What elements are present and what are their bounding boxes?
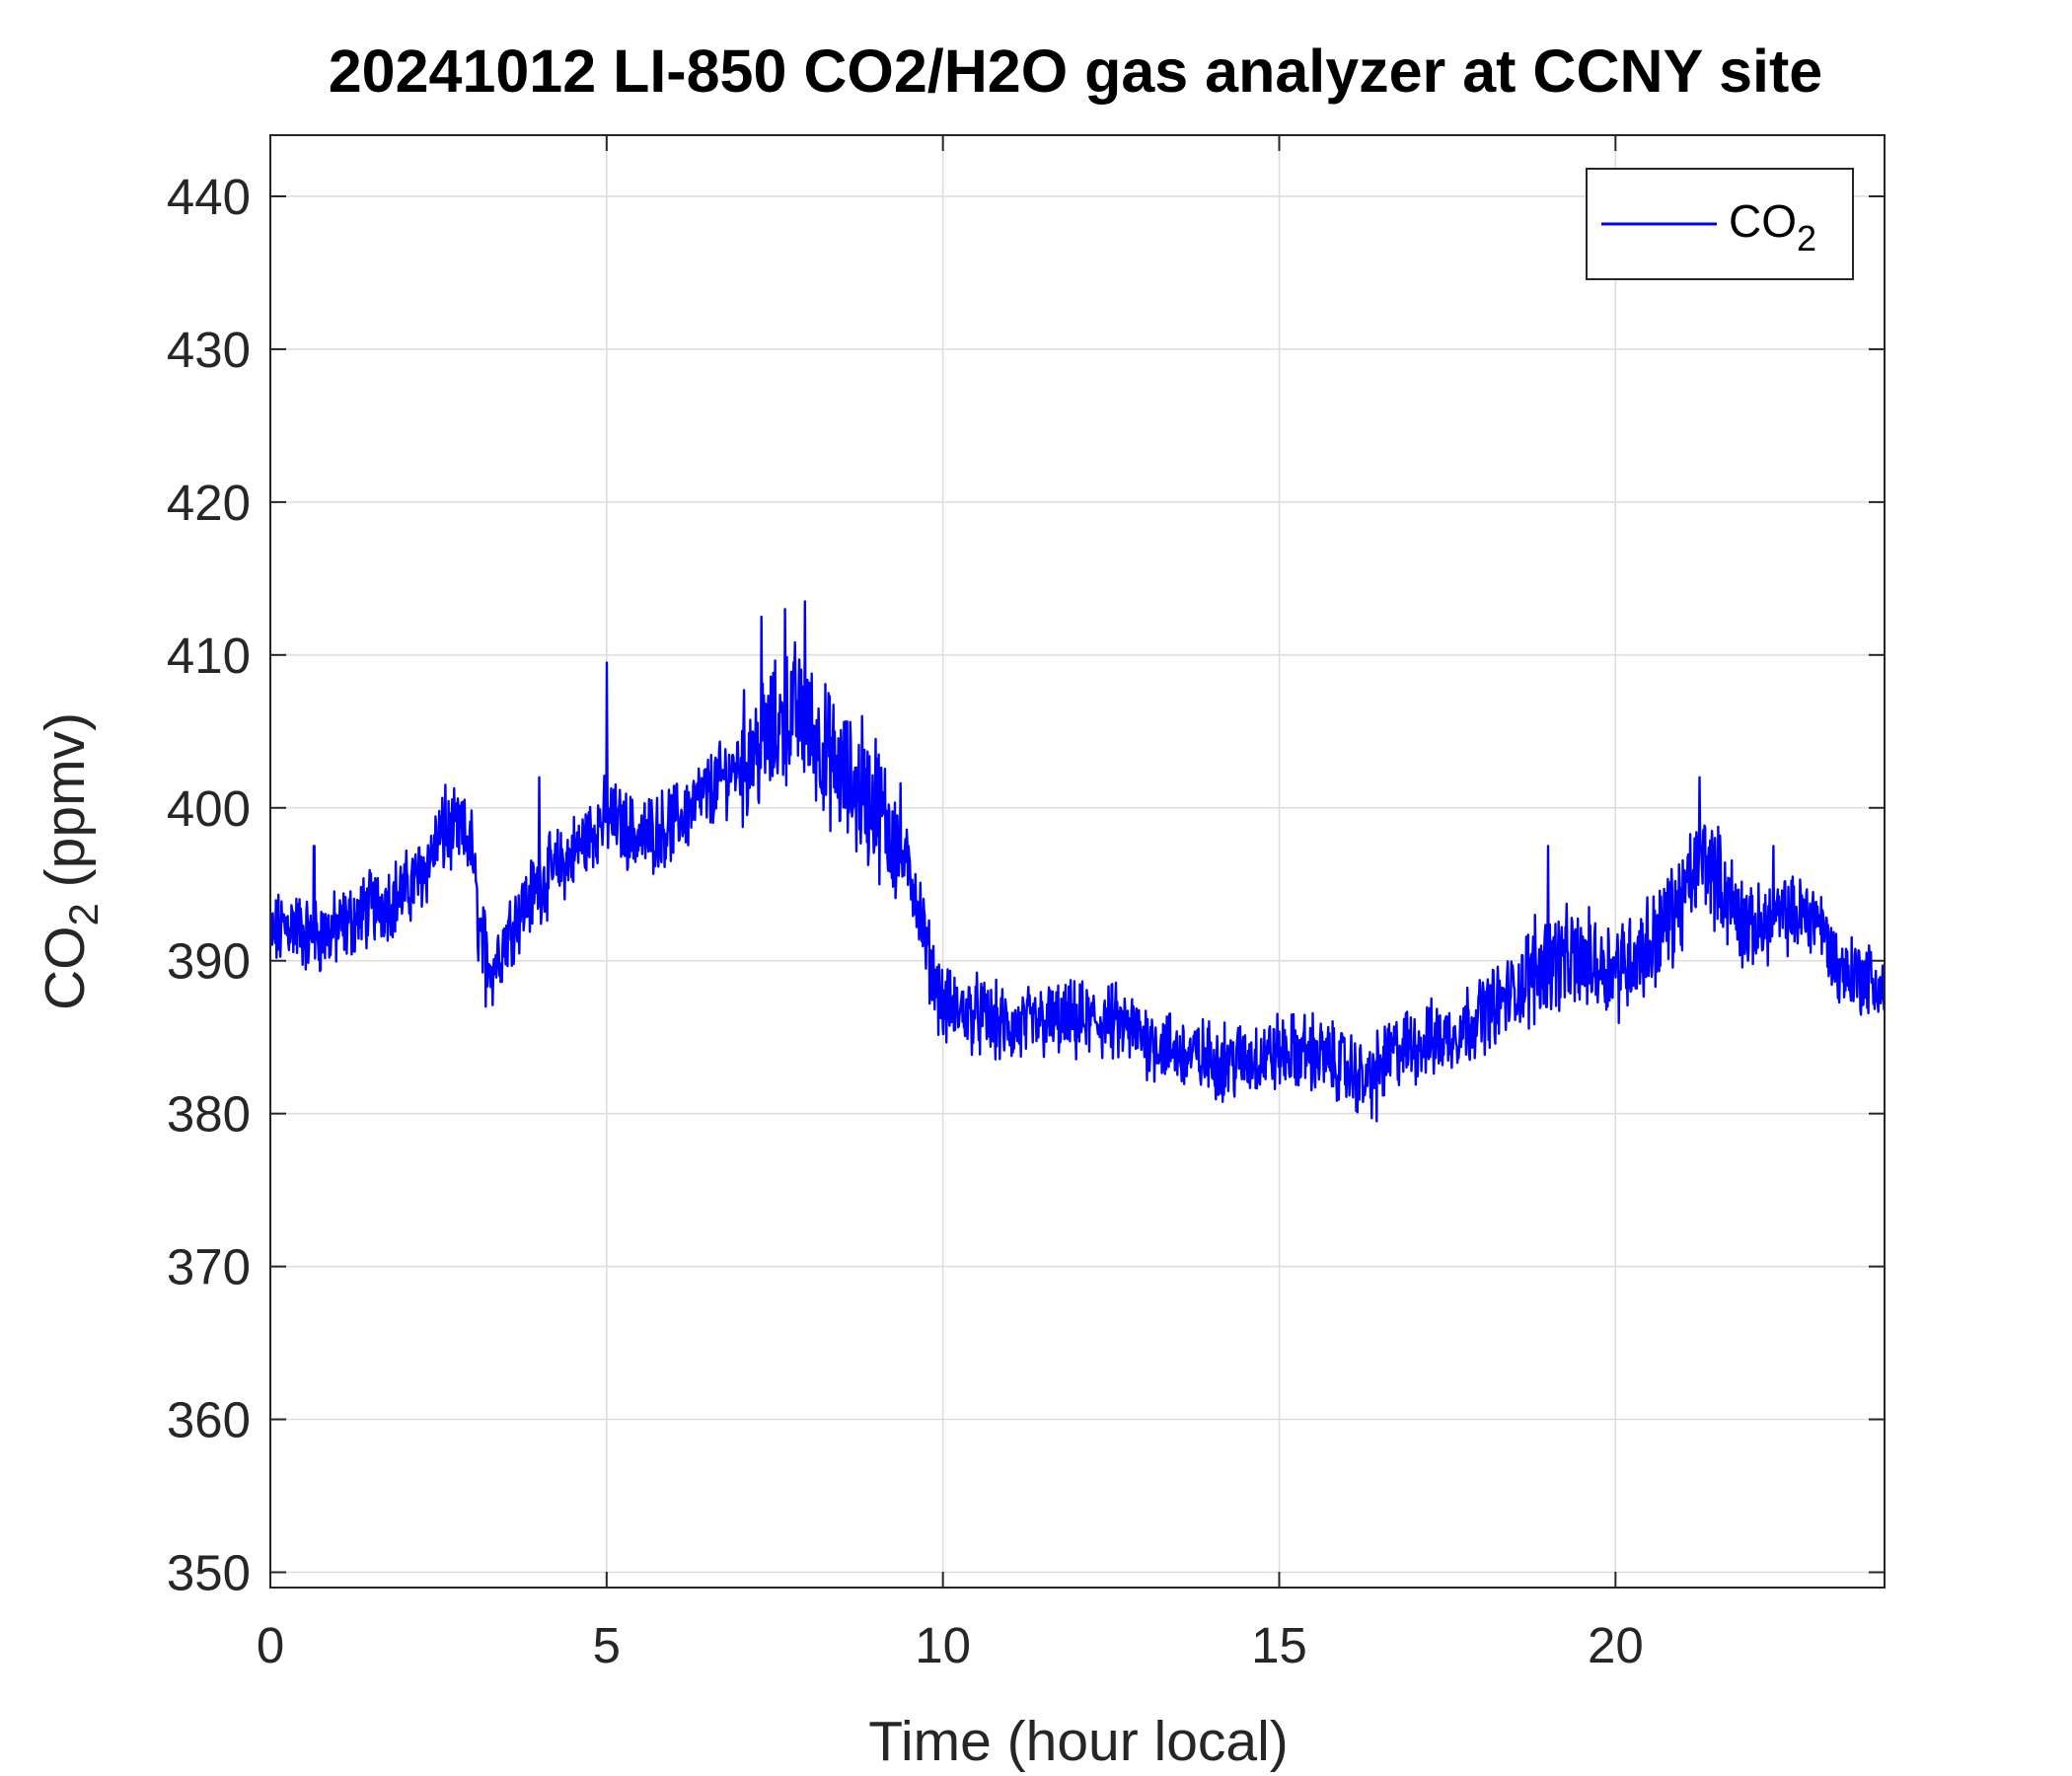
axes-box bbox=[269, 134, 1886, 1589]
chart-title: 20241012 LI-850 CO2/H2O gas analyzer at … bbox=[329, 37, 1823, 105]
plot-area bbox=[270, 135, 1885, 1588]
y-tick-labels: 350 360 370 380 390 400 410 420 430 440 bbox=[167, 169, 251, 1601]
x-tick-label: 5 bbox=[593, 1617, 621, 1673]
y-tick-label: 440 bbox=[167, 169, 251, 225]
x-tick-labels: 0 5 10 15 20 bbox=[257, 1617, 1644, 1673]
y-tick-label: 410 bbox=[167, 628, 251, 684]
co2-series-line bbox=[270, 600, 1885, 1123]
x-axis-label: Time (hour local) bbox=[868, 1710, 1289, 1773]
x-tick-label: 20 bbox=[1588, 1617, 1644, 1673]
y-tick-label: 430 bbox=[167, 322, 251, 378]
y-tick-label: 420 bbox=[167, 475, 251, 531]
x-tick-label: 0 bbox=[257, 1617, 284, 1673]
y-tick-label: 400 bbox=[167, 780, 251, 837]
y-tick-label: 370 bbox=[167, 1239, 251, 1295]
y-tick-label: 360 bbox=[167, 1392, 251, 1448]
x-tick-label: 10 bbox=[915, 1617, 971, 1673]
legend: CO2 bbox=[1586, 168, 1854, 280]
legend-label: CO2 bbox=[1729, 195, 1816, 259]
y-tick-label: 380 bbox=[167, 1086, 251, 1143]
y-tick-label: 390 bbox=[167, 933, 251, 990]
y-tick-label: 350 bbox=[167, 1545, 251, 1601]
x-tick-label: 15 bbox=[1251, 1617, 1307, 1673]
y-axis-label: CO2 (ppmv) bbox=[34, 712, 107, 1010]
